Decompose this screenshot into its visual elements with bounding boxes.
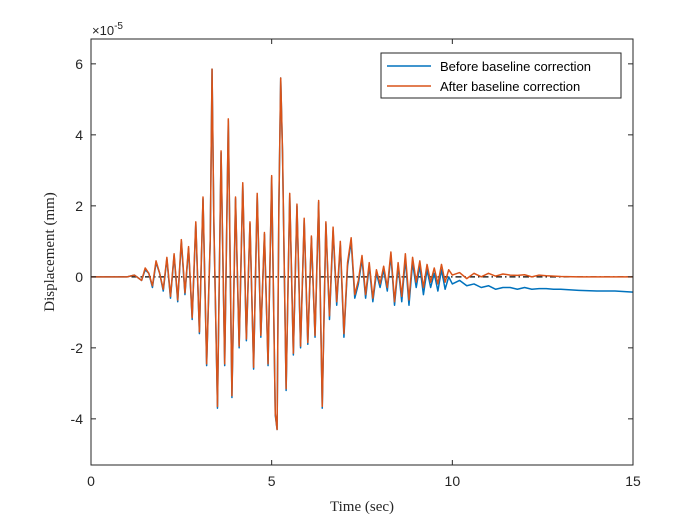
y-exponent-power: -5 [114, 21, 123, 32]
x-axis-label: Time (sec) [330, 499, 394, 515]
y-exponent-base: ×10 [92, 23, 114, 38]
series-layer [91, 68, 634, 431]
y-exponent: ×10-5 [92, 21, 123, 38]
y-tick-label: 6 [75, 56, 83, 72]
y-tick-label: 2 [75, 198, 83, 214]
x-tick-label: 0 [87, 473, 95, 489]
x-tick-label: 15 [625, 473, 641, 489]
y-tick-label: -2 [71, 340, 84, 356]
plot-area [91, 39, 633, 465]
y-axis-ticks: 6 4 2 0 -2 -4 [71, 56, 633, 427]
y-tick-label: 0 [75, 269, 83, 285]
series-line-after-correction [91, 68, 633, 431]
x-tick-label: 5 [268, 473, 276, 489]
x-tick-label: 10 [445, 473, 461, 489]
legend-box [380, 52, 622, 99]
plot-box [90, 38, 634, 466]
x-axis-ticks: 0 5 10 15 [87, 39, 641, 489]
legend-label: Before baseline correction [440, 59, 591, 74]
y-tick-label: 4 [75, 127, 83, 143]
y-axis-label: Displacement (mm) [42, 192, 58, 312]
legend-label: After baseline correction [440, 79, 580, 94]
legend: Before baseline correction After baseline… [380, 52, 622, 99]
y-tick-label: -4 [71, 411, 84, 427]
